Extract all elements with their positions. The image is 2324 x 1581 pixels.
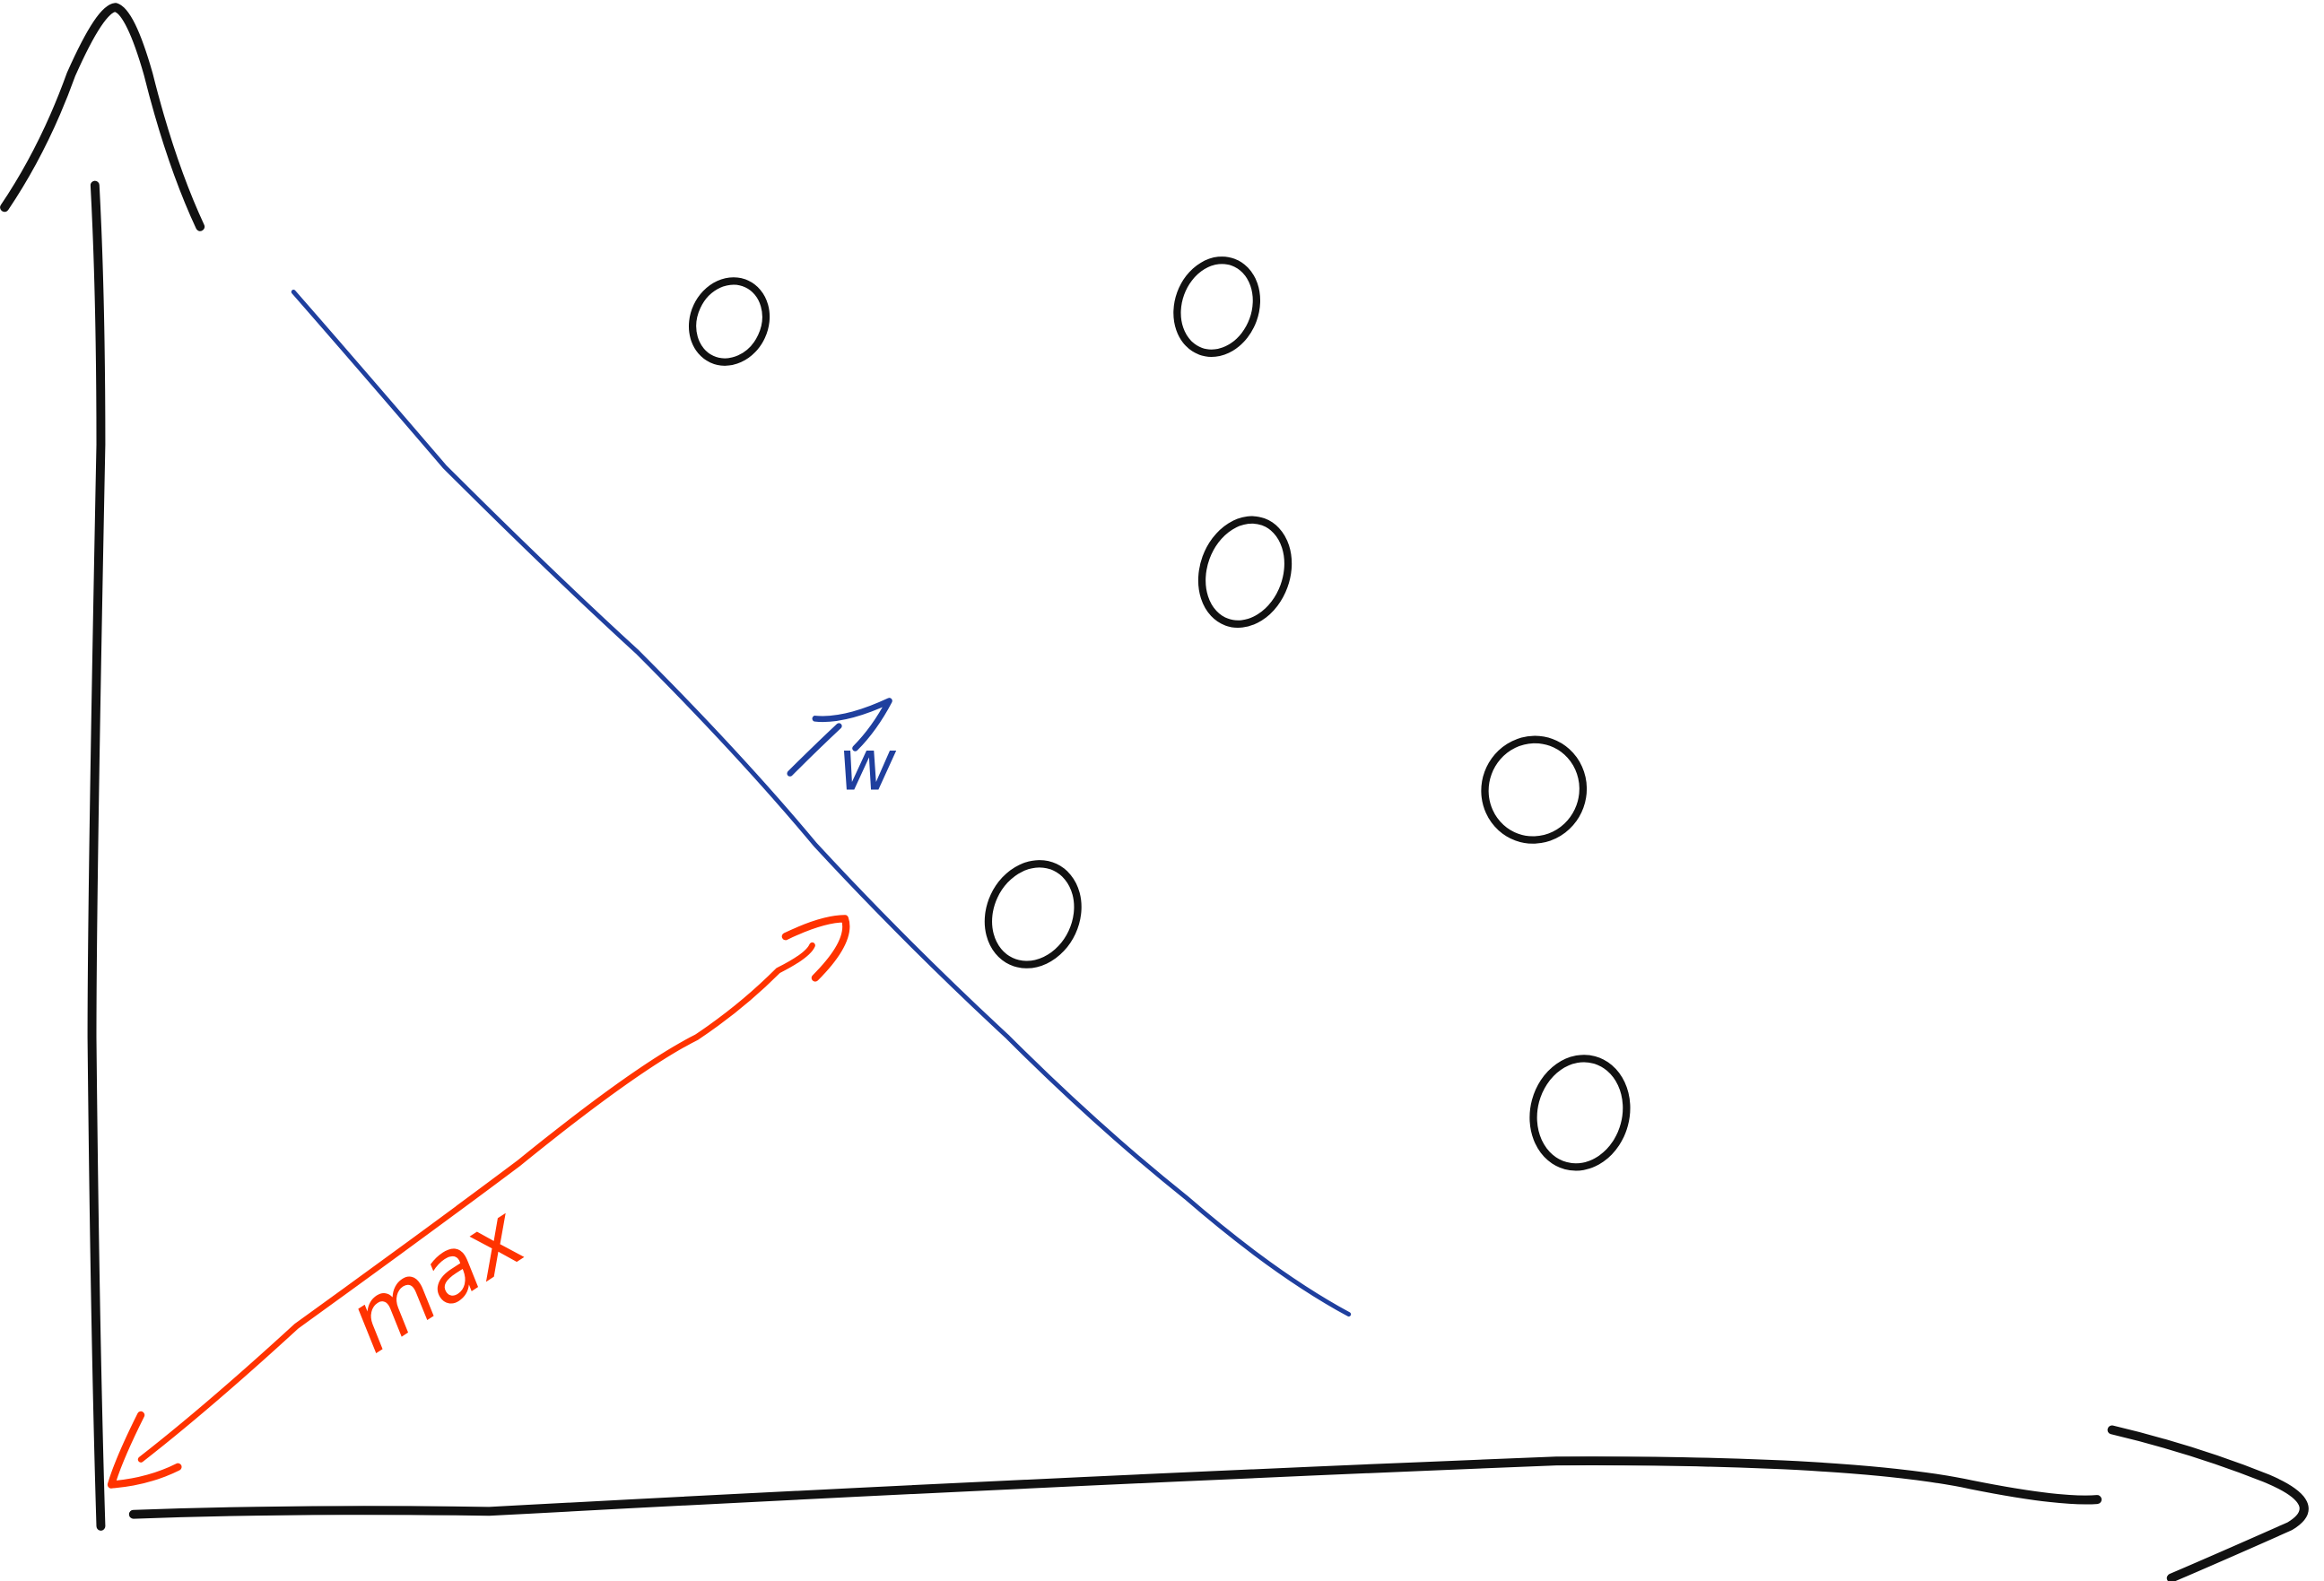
y-axis-arrowhead [0,3,205,231]
decision-boundary [291,290,1352,1317]
point [1529,1055,1631,1171]
point [688,277,770,366]
points [688,256,1631,1171]
point [1481,735,1588,844]
margin-arrow [137,942,815,1463]
x-axis-arrowhead [2107,1425,2309,1581]
margin-arrowheads [107,915,850,1489]
point [1173,256,1260,357]
normal-arrow [787,698,892,777]
margin-label: max [330,1186,543,1372]
x-axis [128,1456,2102,1519]
y-axis [87,180,106,1531]
normal-label: w [838,724,896,807]
point [1197,516,1293,629]
point [984,860,1082,969]
